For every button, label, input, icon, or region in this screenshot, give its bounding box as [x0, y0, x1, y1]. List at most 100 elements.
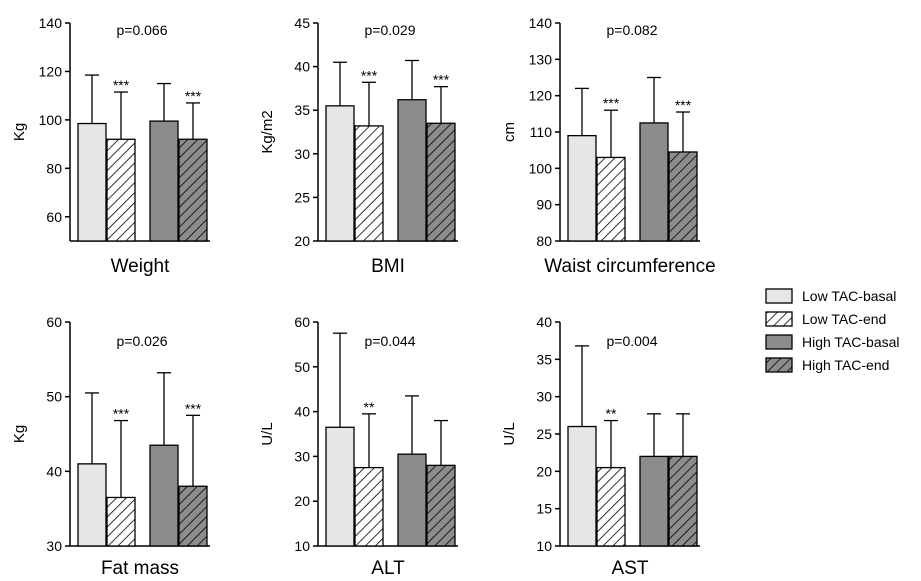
- chart-panel-6: 10 15 20 25 30 35 40 U/L ** p=0.004 AST: [501, 314, 700, 579]
- chart-panel-1: 60 80 100 120 140 Kg *** *** p=0.066 Weight: [11, 15, 210, 277]
- y-tick-label: 40: [46, 463, 62, 479]
- significance-marker: ***: [675, 97, 692, 113]
- bar-4: [426, 122, 456, 242]
- bar-2: [596, 466, 626, 547]
- significance-marker: ***: [185, 88, 202, 104]
- y-tick-label: 100: [39, 112, 63, 128]
- y-tick-label: 40: [536, 314, 552, 330]
- bar-2: [106, 138, 136, 242]
- p-value-label: p=0.004: [607, 333, 658, 349]
- y-tick-label: 40: [294, 404, 310, 420]
- p-value-label: p=0.029: [365, 22, 416, 38]
- bar-2: [596, 156, 626, 242]
- y-tick-label: 10: [294, 538, 310, 554]
- bar-3: [639, 455, 669, 547]
- panel-title: ALT: [371, 558, 405, 579]
- bar-1: [325, 105, 355, 242]
- y-tick-label: 20: [536, 463, 552, 479]
- y-tick-label: 100: [529, 160, 553, 176]
- y-tick-label: 15: [536, 501, 552, 517]
- y-tick-label: 20: [294, 493, 310, 509]
- y-tick-label: 90: [536, 197, 552, 213]
- y-axis-title: cm: [501, 122, 518, 142]
- bar-4: [668, 151, 698, 242]
- bar-1: [567, 425, 597, 547]
- significance-marker: ***: [603, 95, 620, 111]
- bar-4: [178, 138, 208, 242]
- bar-1: [77, 463, 107, 547]
- bar-3: [149, 120, 179, 242]
- p-value-label: p=0.026: [117, 333, 168, 349]
- legend-item: High TAC-end: [765, 357, 889, 373]
- y-tick-label: 110: [530, 124, 553, 140]
- bar-2: [354, 125, 384, 242]
- y-axis-title: U/L: [501, 422, 518, 445]
- significance-marker: **: [606, 406, 617, 422]
- y-tick-label: 50: [46, 389, 62, 405]
- y-axis-title: Kg/m2: [259, 110, 276, 153]
- significance-marker: ***: [185, 400, 202, 416]
- panel-title: Weight: [111, 256, 171, 277]
- bar-3: [397, 99, 427, 242]
- y-axis-title: Kg: [11, 425, 28, 443]
- y-tick-label: 120: [39, 63, 63, 79]
- legend-label: High TAC-basal: [802, 334, 900, 350]
- chart-panel-3: 80 90 100 110 120 130 140 cm *** *** p=0.082 Waist …: [501, 15, 716, 277]
- y-tick-label: 60: [46, 314, 62, 330]
- significance-marker: ***: [113, 77, 130, 93]
- y-tick-label: 25: [536, 426, 552, 442]
- legend-swatch: [765, 357, 793, 373]
- legend-item: Low TAC-end: [765, 311, 886, 327]
- bar-2: [106, 496, 136, 547]
- y-tick-label: 130: [529, 51, 553, 67]
- significance-marker: ***: [433, 72, 450, 88]
- y-axis-title: U/L: [259, 422, 276, 445]
- legend-item: High TAC-basal: [765, 334, 900, 350]
- bar-1: [325, 426, 355, 547]
- panel-title: Waist circumference: [544, 256, 715, 277]
- legend-swatch: [765, 288, 793, 304]
- y-axis-title: Kg: [11, 123, 28, 141]
- legend-label: High TAC-end: [802, 357, 889, 373]
- bar-1: [77, 122, 107, 242]
- y-tick-label: 80: [46, 160, 62, 176]
- significance-marker: ***: [113, 406, 130, 422]
- y-tick-label: 30: [46, 538, 62, 554]
- bar-4: [426, 464, 456, 547]
- y-tick-label: 80: [536, 233, 552, 249]
- y-tick-label: 60: [46, 209, 62, 225]
- panel-title: Fat mass: [101, 558, 179, 579]
- y-tick-label: 30: [294, 146, 310, 162]
- y-tick-label: 30: [294, 448, 310, 464]
- significance-marker: ***: [361, 67, 378, 83]
- legend-swatch: [765, 311, 793, 327]
- y-tick-label: 45: [294, 15, 310, 31]
- p-value-label: p=0.044: [365, 333, 416, 349]
- bar-3: [639, 122, 669, 242]
- chart-panel-2: 20 25 30 35 40 45 Kg/m2 *** *** p=0.029 BMI: [259, 15, 458, 277]
- bar-4: [668, 455, 698, 547]
- legend-swatch: [765, 334, 793, 350]
- y-tick-label: 50: [294, 359, 310, 375]
- y-tick-label: 140: [529, 15, 553, 31]
- y-tick-label: 140: [39, 15, 63, 31]
- y-tick-label: 120: [529, 88, 553, 104]
- legend-label: Low TAC-end: [802, 311, 886, 327]
- legend: Low TAC-basal Low TAC-end High TAC-basal Hi…: [765, 288, 900, 373]
- legend-label: Low TAC-basal: [802, 288, 896, 304]
- p-value-label: p=0.066: [117, 22, 168, 38]
- y-tick-label: 20: [294, 233, 310, 249]
- y-tick-label: 60: [294, 314, 310, 330]
- y-tick-label: 35: [536, 351, 552, 367]
- bar-3: [397, 453, 427, 547]
- panel-title: AST: [612, 558, 649, 579]
- chart-panel-5: 10 20 30 40 50 60 U/L ** p=0.044 ALT: [259, 314, 458, 579]
- y-tick-label: 35: [294, 102, 310, 118]
- panel-title: BMI: [371, 256, 405, 277]
- bar-2: [354, 466, 384, 547]
- significance-marker: **: [364, 399, 375, 415]
- y-tick-label: 25: [294, 189, 310, 205]
- legend-item: Low TAC-basal: [765, 288, 896, 304]
- y-tick-label: 40: [294, 59, 310, 75]
